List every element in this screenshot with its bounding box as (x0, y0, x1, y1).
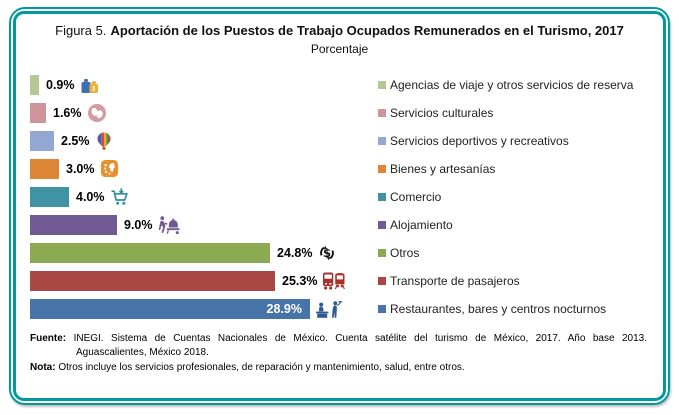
bar-value-label: 28.9% (266, 301, 302, 316)
bellhop-cart-icon (158, 215, 181, 235)
legend-item: Agencias de viaje y otros servicios de r… (378, 78, 633, 92)
figure-subtitle: Porcentaje (310, 41, 369, 56)
legend-item: Servicios culturales (378, 106, 493, 120)
legend-label: Agencias de viaje y otros servicios de r… (390, 77, 634, 92)
source-line-1: Fuente: INEGI. Sistema de Cuentas Nacion… (30, 332, 647, 347)
legend-item: Transporte de pasajeros (378, 274, 520, 288)
legend-label: Otros (390, 245, 420, 260)
chart-row: 3.0% Bienes y artesanías (30, 155, 651, 183)
bar-value-label: 0.9% (46, 77, 75, 92)
bar (30, 186, 69, 207)
culture-masks-icon (87, 103, 107, 123)
figure-title: Figura 5. Aportación de los Puestos de Tr… (50, 23, 629, 40)
bar (30, 270, 275, 291)
bar (30, 214, 117, 235)
legend-swatch (378, 304, 386, 313)
bar-zone: 9.0% (30, 214, 378, 235)
legend-label: Bienes y artesanías (390, 161, 496, 176)
chart-rows: 0.9% Agencias de viaje y otros servicios … (30, 71, 651, 323)
legend-item: Bienes y artesanías (378, 162, 495, 176)
bar-zone: 1.6% (30, 102, 378, 123)
chart-row: 2.5% Servicios deportivos y recreativos (30, 127, 651, 155)
source-line-2: Aguascalientes, México 2018. (76, 347, 209, 359)
bar: 28.9% (30, 298, 310, 319)
chart-row: 24.8% $ Otros (30, 239, 651, 267)
legend-swatch (378, 164, 386, 173)
figure-number-label: Figura 5. (55, 23, 107, 38)
note-line: Nota: Otros incluye los servicios profes… (30, 361, 647, 376)
legend-swatch (378, 220, 386, 229)
chart-row: 9.0% Alojamiento (30, 211, 651, 239)
bar (30, 102, 46, 123)
bar-value-label: 9.0% (124, 217, 153, 232)
bar (30, 74, 39, 95)
legend-swatch (378, 136, 386, 145)
bus-train-icon (322, 271, 346, 291)
luggage-icon (80, 75, 100, 95)
legend-item: Servicios deportivos y recreativos (378, 134, 569, 148)
bar-zone: 24.8% $ (30, 242, 378, 263)
bar-zone: 25.3% (30, 270, 378, 291)
chart-row: 0.9% Agencias de viaje y otros servicios … (30, 71, 651, 99)
bar-zone: 2.5% (30, 130, 378, 151)
figure-title-text: Aportación de los Puestos de Trabajo Ocu… (110, 23, 624, 38)
bar-value-label: 24.8% (277, 245, 313, 260)
legend-swatch (378, 80, 386, 89)
bar (30, 158, 59, 179)
chart-row: 4.0% Comercio (30, 183, 651, 211)
bar-value-label: 1.6% (53, 105, 82, 120)
legend-label: Alojamiento (390, 217, 453, 232)
source-label: Fuente: (30, 332, 67, 344)
shopping-cart-icon (110, 187, 130, 207)
chart-row: 25.3% Transporte de pasajeros (30, 267, 651, 295)
bar (30, 130, 54, 151)
legend-label: Comercio (390, 189, 442, 204)
bar-value-label: 25.3% (282, 273, 318, 288)
bar-zone: 0.9% (30, 74, 378, 95)
bar-zone: 4.0% (30, 186, 378, 207)
bar-value-label: 2.5% (61, 133, 90, 148)
figure-frame: Figura 5. Aportación de los Puestos de Tr… (9, 7, 670, 405)
source-text: INEGI. Sistema de Cuentas Nacionales de … (73, 332, 648, 344)
figure-footer: Fuente: INEGI. Sistema de Cuentas Nacion… (16, 332, 663, 376)
handicrafts-icon (100, 159, 119, 178)
figure-frame-inner: Figura 5. Aportación de los Puestos de Tr… (13, 11, 666, 401)
legend-swatch (378, 108, 386, 117)
legend-label: Servicios deportivos y recreativos (390, 133, 569, 148)
hot-air-balloon-icon (95, 131, 113, 151)
bar-zone: 3.0% (30, 158, 378, 179)
bar-value-label: 4.0% (76, 189, 105, 204)
bar-zone: 28.9% (30, 298, 378, 319)
legend-item: Alojamiento (378, 218, 453, 232)
note-text: Otros incluye los servicios profesionale… (58, 361, 465, 373)
bar-chart: 0.9% Agencias de viaje y otros servicios … (16, 71, 663, 323)
legend-swatch (378, 276, 386, 285)
legend-item: Restaurantes, bares y centros nocturnos (378, 302, 606, 316)
legend-item: Comercio (378, 190, 441, 204)
legend-swatch (378, 192, 386, 201)
chart-row: 1.6% Servicios culturales (30, 99, 651, 127)
chart-row: 28.9% Restaurantes, bares y centros noctu… (30, 295, 651, 323)
note-label: Nota: (30, 361, 56, 373)
svg-text:$: $ (323, 246, 331, 260)
legend-swatch (378, 248, 386, 257)
legend-label: Servicios culturales (390, 105, 494, 120)
bar (30, 242, 270, 263)
legend-label: Transporte de pasajeros (390, 273, 520, 288)
legend-label: Restaurantes, bares y centros nocturnos (390, 301, 607, 316)
money-cycle-icon: $ (317, 243, 337, 263)
bar-value-label: 3.0% (66, 161, 95, 176)
legend-item: Otros (378, 246, 419, 260)
restaurant-waiter-icon (315, 299, 342, 319)
